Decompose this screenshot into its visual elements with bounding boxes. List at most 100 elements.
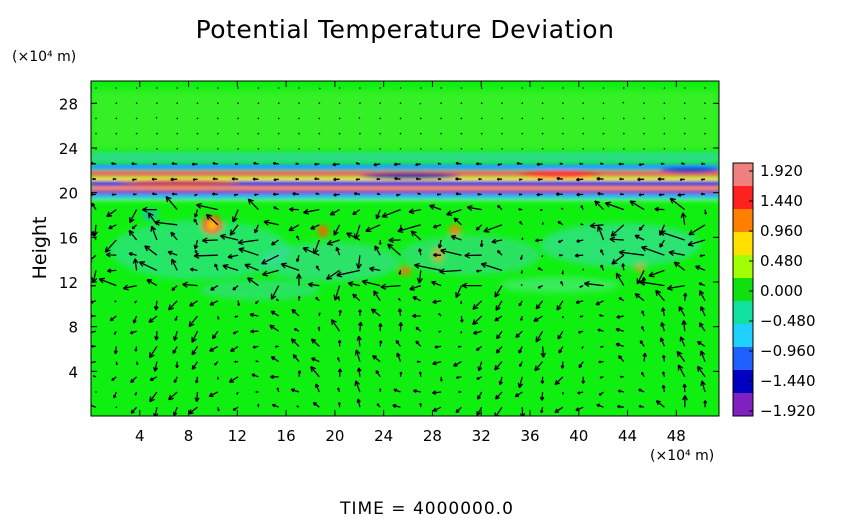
colorbar-segment	[733, 324, 753, 348]
wind-vector	[171, 258, 178, 271]
wind-vector	[130, 376, 138, 384]
wind-vector	[432, 224, 442, 229]
wind-vector	[455, 161, 462, 166]
chart-title: Potential Temperature Deviation	[196, 15, 615, 44]
wind-vector	[598, 391, 604, 396]
wind-vector	[352, 209, 361, 216]
x-tick-label: 28	[423, 427, 442, 445]
x-tick-label: 40	[569, 427, 588, 445]
wind-vector	[687, 239, 706, 247]
wind-vector	[437, 239, 443, 249]
wind-vector	[196, 148, 199, 150]
wind-vector	[479, 239, 484, 248]
wind-vector	[698, 322, 706, 332]
wind-vector	[247, 198, 259, 211]
wind-vector	[683, 132, 686, 135]
wind-vector	[516, 161, 523, 166]
wind-vector	[615, 342, 625, 348]
wind-vector	[668, 249, 685, 257]
wind-vector	[494, 285, 503, 298]
wind-vector	[639, 340, 645, 347]
wind-vector	[579, 315, 584, 318]
wind-vector	[134, 300, 138, 304]
wind-vector	[188, 315, 199, 328]
wind-vector	[412, 313, 421, 319]
wind-vector	[496, 177, 503, 181]
colorbar-segment	[733, 301, 753, 325]
wind-vector	[599, 162, 604, 165]
wind-vector	[217, 117, 219, 120]
wind-vector	[171, 285, 178, 291]
wind-vector	[580, 205, 584, 210]
wind-vector	[92, 177, 97, 181]
wind-vector	[480, 262, 503, 272]
wind-vector	[455, 285, 462, 299]
wind-vector	[466, 204, 482, 211]
wind-vector	[232, 285, 239, 291]
wind-vector	[704, 87, 706, 89]
wind-vector	[131, 178, 137, 182]
colorbar-segment	[733, 347, 753, 371]
wind-vector	[477, 361, 483, 372]
wind-vector	[535, 238, 543, 243]
wind-vector	[519, 361, 523, 367]
wind-vector	[307, 281, 320, 288]
wind-vector	[580, 223, 584, 226]
wind-vector	[194, 193, 198, 197]
wind-vector	[699, 290, 706, 302]
x-tick-label: 44	[618, 427, 637, 445]
wind-vector	[111, 193, 117, 197]
wind-vector	[460, 300, 463, 305]
wind-vector	[375, 370, 381, 378]
wind-vector	[277, 102, 280, 104]
wind-vector	[602, 87, 605, 89]
wind-vector	[233, 193, 239, 197]
wind-vector	[214, 361, 219, 366]
wind-vector	[359, 102, 361, 104]
wind-vector	[236, 391, 239, 395]
y-tick-label: 20	[59, 185, 78, 203]
wind-vector	[291, 308, 300, 317]
wind-vector	[95, 117, 97, 120]
wind-vector	[461, 282, 482, 289]
wind-vector	[359, 132, 361, 135]
wind-vector	[699, 305, 706, 317]
wind-vector	[189, 267, 198, 272]
wind-vector	[596, 176, 604, 181]
wind-vector	[594, 200, 604, 211]
wind-vector	[257, 148, 260, 150]
wind-vector	[699, 350, 706, 362]
wind-vector	[111, 376, 117, 382]
wind-vector	[292, 192, 300, 196]
wind-vector	[648, 269, 665, 278]
wind-vector	[455, 177, 462, 181]
wind-vector	[374, 245, 381, 256]
wind-vector	[539, 208, 543, 212]
wind-vector	[211, 330, 219, 340]
wind-vector	[234, 360, 239, 364]
wind-vector	[701, 162, 706, 166]
wind-vector	[661, 384, 666, 393]
wind-vector	[446, 208, 462, 217]
wind-vector	[388, 237, 401, 244]
wind-vector	[395, 339, 402, 347]
wind-vector	[696, 365, 706, 378]
wind-vector	[358, 116, 361, 119]
wind-vector	[420, 117, 422, 120]
wind-vector	[576, 239, 584, 243]
wind-vector	[347, 281, 361, 288]
wind-vector	[562, 132, 564, 135]
wind-vector	[337, 402, 341, 408]
wind-vector	[129, 209, 138, 224]
wind-vector	[621, 263, 626, 271]
wind-vector	[191, 162, 198, 166]
wind-vector	[104, 239, 117, 253]
wind-vector	[436, 193, 442, 196]
colorbar-label: 0.000	[760, 282, 803, 300]
wind-vector	[643, 102, 645, 104]
wind-vector	[131, 224, 138, 230]
wind-vector	[494, 361, 503, 371]
wind-vector	[296, 235, 300, 241]
wind-vector	[231, 177, 239, 181]
wind-vector	[274, 345, 279, 348]
